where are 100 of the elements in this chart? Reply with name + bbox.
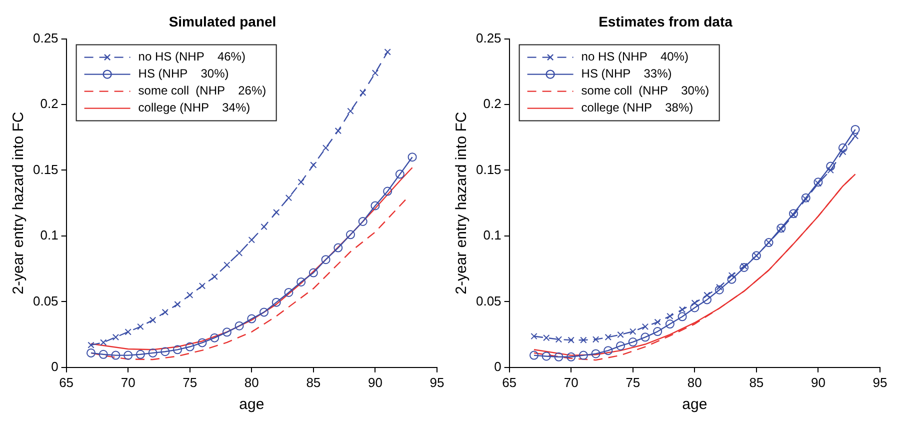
point bbox=[840, 148, 846, 156]
point bbox=[198, 282, 206, 290]
point bbox=[334, 127, 342, 134]
point bbox=[149, 316, 156, 324]
point bbox=[370, 201, 380, 210]
y-tick-label: 0 bbox=[51, 358, 58, 374]
point bbox=[136, 350, 145, 359]
y-tick-label: 0.25 bbox=[32, 30, 58, 46]
point bbox=[272, 298, 281, 307]
point bbox=[566, 352, 576, 362]
point bbox=[580, 336, 587, 344]
point bbox=[554, 352, 564, 362]
point bbox=[185, 342, 194, 352]
y-tick-label: 0.05 bbox=[32, 293, 58, 308]
legend-label: HS (NHP 33%) bbox=[581, 66, 672, 81]
point bbox=[285, 194, 292, 202]
point bbox=[530, 332, 538, 340]
y-axis-title: 2-year entry hazard into FC bbox=[453, 112, 470, 294]
point bbox=[592, 336, 600, 343]
point bbox=[740, 263, 749, 272]
point bbox=[198, 338, 207, 348]
y-tick-label: 0.05 bbox=[476, 293, 502, 308]
x-axis-title: age bbox=[682, 396, 708, 414]
point bbox=[827, 166, 834, 174]
point bbox=[322, 144, 330, 152]
point bbox=[568, 336, 574, 344]
point bbox=[234, 321, 244, 330]
point bbox=[358, 217, 368, 226]
point bbox=[591, 349, 600, 358]
point bbox=[790, 212, 797, 218]
y-tick-label: 0.1 bbox=[40, 228, 58, 243]
y-tick-label: 0.2 bbox=[483, 96, 502, 112]
point bbox=[162, 308, 168, 316]
point bbox=[360, 89, 366, 96]
point bbox=[296, 277, 306, 286]
point bbox=[408, 152, 417, 162]
y-tick-label: 0.15 bbox=[32, 162, 58, 177]
point bbox=[222, 328, 232, 337]
point bbox=[247, 314, 256, 324]
point bbox=[210, 333, 220, 342]
point bbox=[716, 284, 723, 291]
point bbox=[88, 342, 94, 348]
x-tick-label: 85 bbox=[749, 374, 764, 390]
y-tick-label: 0.25 bbox=[476, 30, 502, 46]
point bbox=[86, 348, 96, 358]
point bbox=[124, 350, 133, 360]
point bbox=[236, 250, 243, 256]
point bbox=[826, 162, 836, 171]
point bbox=[284, 288, 294, 297]
point bbox=[273, 208, 280, 216]
legend-label: some coll (NHP 26%) bbox=[138, 84, 266, 98]
point bbox=[852, 132, 859, 140]
x-tick-label: 75 bbox=[182, 374, 198, 390]
point bbox=[98, 350, 108, 359]
point bbox=[578, 350, 588, 360]
x-tick-label: 65 bbox=[59, 374, 74, 390]
y-axis-title: 2-year entry hazard into FC bbox=[10, 112, 28, 294]
point bbox=[628, 338, 638, 347]
point bbox=[691, 300, 698, 306]
point bbox=[665, 320, 674, 329]
point bbox=[111, 350, 120, 360]
point bbox=[678, 306, 686, 313]
point bbox=[604, 346, 613, 356]
point bbox=[617, 331, 624, 338]
point bbox=[100, 339, 107, 346]
legend-label: no HS (NHP 46%) bbox=[138, 50, 246, 64]
point bbox=[640, 332, 650, 342]
x-tick-label: 80 bbox=[687, 374, 702, 390]
x-tick-label: 65 bbox=[502, 374, 517, 390]
point bbox=[298, 178, 304, 186]
point bbox=[308, 268, 318, 278]
x-tick-label: 70 bbox=[120, 374, 136, 390]
point bbox=[801, 193, 810, 202]
x-tick-label: 75 bbox=[626, 374, 640, 390]
point bbox=[789, 209, 798, 218]
chart-title: Simulated panel bbox=[168, 13, 276, 30]
point bbox=[160, 347, 170, 356]
point bbox=[310, 162, 317, 168]
y-tick-label: 0 bbox=[494, 358, 502, 374]
x-tick-label: 90 bbox=[368, 374, 382, 390]
y-tick-label: 0.2 bbox=[40, 96, 58, 112]
point bbox=[616, 341, 626, 350]
point bbox=[174, 300, 181, 308]
point bbox=[384, 48, 391, 56]
legend-label: college (NHP 34%) bbox=[138, 100, 250, 115]
point bbox=[260, 308, 269, 317]
x-tick-label: 70 bbox=[564, 374, 578, 390]
point bbox=[653, 327, 662, 336]
point bbox=[666, 312, 674, 320]
point bbox=[604, 334, 612, 340]
point bbox=[727, 274, 736, 284]
point bbox=[543, 334, 550, 342]
point bbox=[347, 108, 354, 114]
point bbox=[346, 230, 356, 240]
x-tick-label: 80 bbox=[244, 374, 259, 390]
point bbox=[530, 350, 539, 360]
chart-title: Estimates from data bbox=[598, 13, 733, 30]
point bbox=[654, 318, 661, 326]
point bbox=[112, 334, 120, 340]
point bbox=[372, 70, 379, 76]
